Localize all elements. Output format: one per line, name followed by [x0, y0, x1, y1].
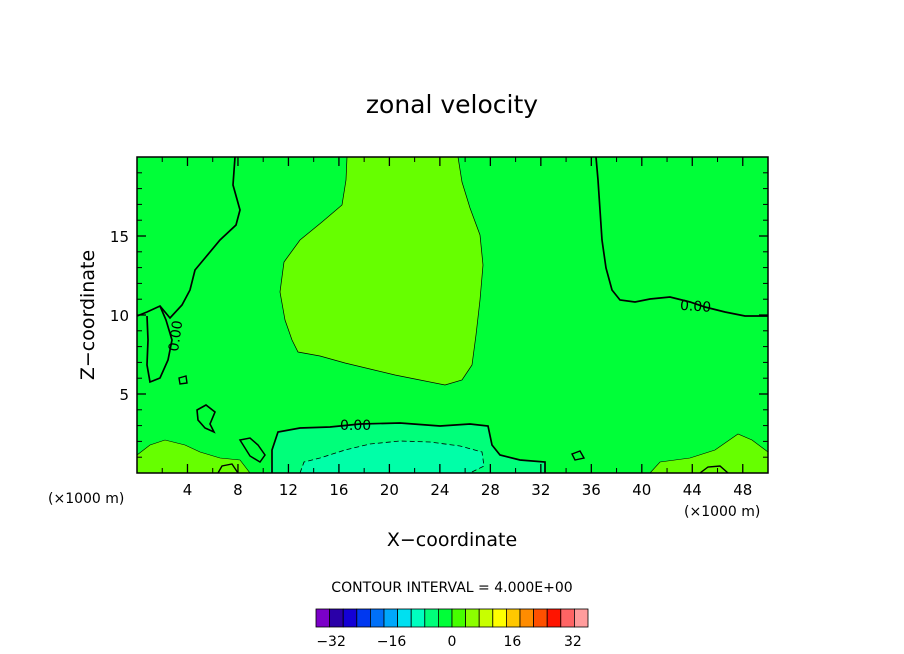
colorbar-swatch: [369, 608, 385, 628]
x-tick-label: 12: [279, 481, 298, 499]
colorbar-swatch: [492, 608, 507, 628]
x-tick-label: 36: [582, 481, 601, 499]
colorbar-swatch: [465, 608, 480, 628]
zero-contour-left-lobe: [146, 305, 173, 384]
z-tick-label: 10: [110, 307, 129, 325]
positive-contour-core: [279, 157, 484, 386]
colorbar-swatch: [546, 608, 562, 628]
colorbar-tick-label: 16: [504, 634, 522, 650]
chart-title: zonal velocity: [366, 90, 538, 119]
z-axis-ticks: 5 10 15: [110, 172, 768, 458]
colorbar-swatch: [397, 608, 412, 628]
colorbar-swatch: [424, 608, 439, 628]
colorbar-tick-labels: −32 −16 0 16 32: [316, 634, 581, 650]
z-tick-label: 15: [110, 228, 129, 246]
region-upper-right: [596, 157, 768, 316]
contour-label-left: 0.00: [166, 319, 186, 352]
colorbar-tick-label: −32: [316, 634, 346, 650]
region-bottom-right-patch: [650, 434, 768, 473]
x-tick-label: 4: [183, 481, 193, 499]
x-tick-label: 16: [329, 481, 348, 499]
region-bottom-left-patch: [137, 440, 250, 473]
colorbar-tick-label: 0: [448, 634, 457, 650]
colorbar-swatch: [329, 608, 344, 628]
zero-contour-bottom-edge: [217, 463, 239, 473]
colorbar-swatch: [478, 608, 494, 628]
colorbar-tick-label: 32: [564, 634, 582, 650]
colorbar-swatch: [342, 608, 358, 628]
zero-contour-small-loop: [196, 404, 216, 434]
x-tick-label: 32: [531, 481, 550, 499]
x-tick-label: 20: [380, 481, 399, 499]
x-tick-label: 48: [733, 481, 752, 499]
colorbar-swatch: [383, 608, 399, 628]
colorbar-swatch: [574, 608, 589, 628]
colorbar-swatch: [451, 608, 467, 628]
positive-contour-bottom-left: [137, 439, 251, 473]
colorbar-swatch: [519, 608, 535, 628]
x-tick-label: 44: [683, 481, 702, 499]
colorbar-tick-label: −16: [377, 634, 407, 650]
z-tick-label: 5: [119, 386, 129, 404]
x-unit-label-right: (×1000 m): [684, 504, 760, 520]
x-tick-label: 24: [430, 481, 449, 499]
region-surface-negative-core: [300, 441, 484, 473]
zero-contour-surface: [271, 422, 546, 473]
region-positive-core: [280, 157, 483, 385]
contour-interval-label: CONTOUR INTERVAL = 4.000E+00: [331, 580, 572, 596]
zero-contour-right-dot: [571, 450, 586, 461]
colorbar-swatch: [560, 608, 575, 628]
zero-contour-bottom-loop: [238, 437, 266, 463]
positive-contour-bottom-right: [649, 433, 768, 473]
colorbar-swatch: [315, 608, 331, 628]
colorbar-swatch: [437, 608, 453, 628]
contour-field: 0.00 0.00 0.00: [137, 157, 768, 473]
colorbar-swatch: [356, 608, 371, 628]
colorbar-swatch: [410, 608, 426, 628]
colorbar-swatch: [505, 608, 521, 628]
colorbar: [315, 608, 589, 628]
contour-label-right: 0.00: [679, 298, 711, 316]
zero-contour-dot: [178, 375, 188, 385]
colorbar-swatch: [533, 608, 548, 628]
z-axis-label: Z−coordinate: [77, 250, 99, 380]
x-unit-label-left: (×1000 m): [48, 491, 124, 507]
x-axis-label: X−coordinate: [387, 529, 517, 551]
x-tick-label: 28: [481, 481, 500, 499]
zero-contour-upper-right: [595, 157, 768, 317]
contour-label-surface: 0.00: [340, 418, 371, 434]
x-axis-ticks: 4 8 12 16 20 24 28 32 36 40 44 48: [161, 157, 752, 499]
region-upper-left: [137, 157, 240, 320]
zero-contour-bottom-right-edge: [699, 465, 729, 473]
x-tick-label: 8: [233, 481, 243, 499]
x-tick-label: 40: [632, 481, 651, 499]
